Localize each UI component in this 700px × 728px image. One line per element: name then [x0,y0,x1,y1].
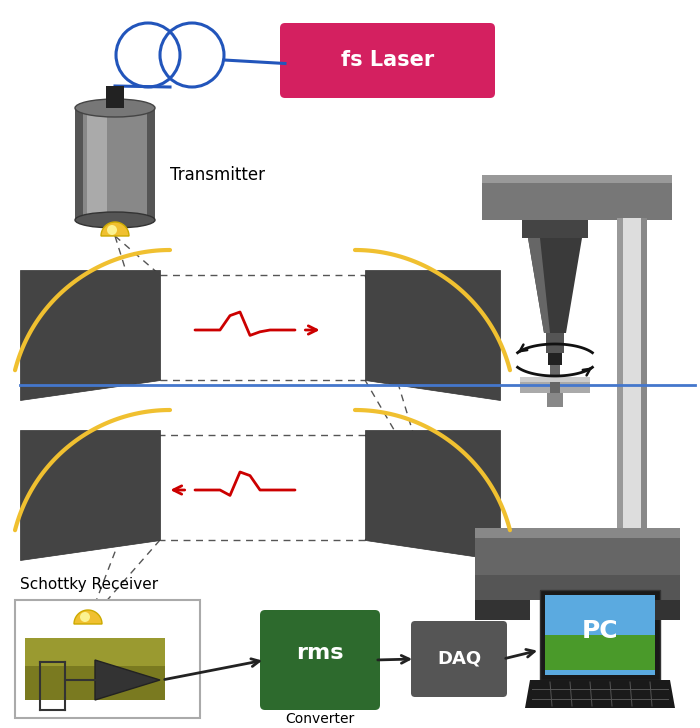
FancyBboxPatch shape [83,108,147,220]
Circle shape [107,225,117,235]
FancyBboxPatch shape [621,218,643,530]
Polygon shape [101,222,129,236]
Polygon shape [528,238,582,333]
FancyBboxPatch shape [75,108,155,220]
FancyBboxPatch shape [106,86,124,108]
FancyBboxPatch shape [260,610,380,710]
Polygon shape [365,270,500,400]
Circle shape [80,612,90,622]
FancyBboxPatch shape [280,23,495,98]
FancyBboxPatch shape [617,218,623,530]
Polygon shape [525,680,675,708]
FancyBboxPatch shape [482,175,672,220]
Ellipse shape [75,212,155,228]
Text: PC: PC [582,619,618,643]
FancyBboxPatch shape [482,175,672,183]
FancyBboxPatch shape [411,621,507,697]
FancyBboxPatch shape [475,528,680,575]
Text: fs Laser: fs Laser [341,50,434,71]
FancyBboxPatch shape [475,528,680,538]
Polygon shape [95,660,160,700]
Text: DAQ: DAQ [437,650,481,668]
FancyBboxPatch shape [520,377,590,382]
Text: Transmitter: Transmitter [170,166,265,184]
FancyBboxPatch shape [475,575,680,600]
FancyBboxPatch shape [522,220,588,238]
FancyBboxPatch shape [641,218,647,530]
FancyBboxPatch shape [487,175,667,220]
FancyBboxPatch shape [545,635,655,670]
Polygon shape [74,610,102,624]
FancyBboxPatch shape [550,365,560,395]
FancyBboxPatch shape [617,218,647,530]
Text: rms: rms [296,643,344,662]
Polygon shape [20,430,160,560]
FancyBboxPatch shape [545,595,655,675]
Polygon shape [528,238,550,333]
Text: Schottky Receiver: Schottky Receiver [20,577,158,592]
Polygon shape [365,430,500,560]
FancyBboxPatch shape [548,353,562,365]
Polygon shape [20,270,160,400]
FancyBboxPatch shape [547,393,563,407]
FancyBboxPatch shape [625,600,680,620]
FancyBboxPatch shape [540,590,660,680]
FancyBboxPatch shape [25,638,165,666]
Text: Converter: Converter [286,712,355,726]
FancyBboxPatch shape [25,638,165,700]
FancyBboxPatch shape [520,377,590,393]
Ellipse shape [75,99,155,117]
FancyBboxPatch shape [87,108,107,220]
FancyBboxPatch shape [546,333,564,353]
FancyBboxPatch shape [475,600,530,620]
FancyBboxPatch shape [15,600,200,718]
